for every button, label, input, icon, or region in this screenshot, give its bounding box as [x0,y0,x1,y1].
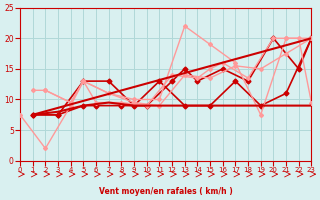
X-axis label: Vent moyen/en rafales ( km/h ): Vent moyen/en rafales ( km/h ) [99,187,233,196]
